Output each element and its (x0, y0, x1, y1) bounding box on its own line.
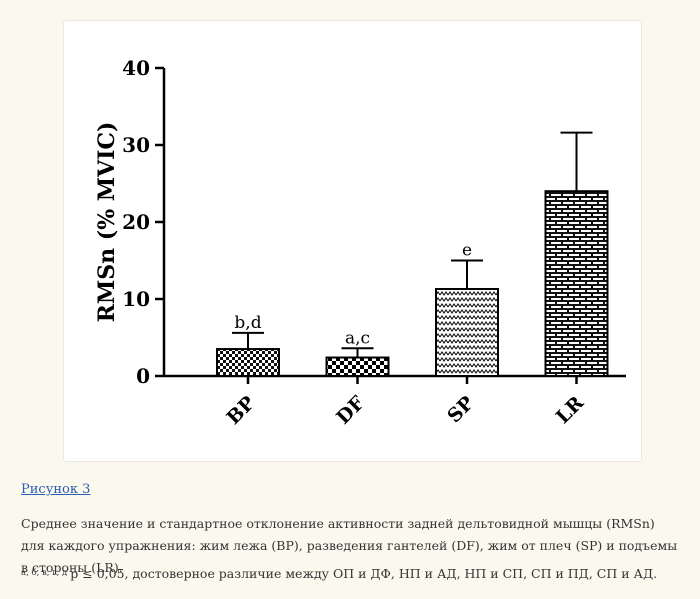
figure-link[interactable]: Рисунок 3 (21, 482, 91, 497)
annotation-bp: b,d (234, 313, 261, 333)
y-tick-label: 20 (122, 210, 150, 234)
bar-df (325, 356, 390, 377)
figure-card: 0 10 20 30 40 RMSn (% MVIC) BP b,d DF a,c SP e LR (63, 20, 642, 462)
y-tick-label: 0 (136, 364, 150, 388)
annotation-df: a,c (345, 328, 370, 348)
y-tick-label: 10 (122, 287, 150, 311)
figure-caption: Среднее значение и стандартное отклонени… (21, 516, 678, 575)
x-tick-label-bp: BP (223, 392, 260, 429)
x-tick-label-sp: SP (443, 392, 478, 427)
y-tick-label: 40 (122, 56, 150, 80)
bar-chart: 0 10 20 30 40 RMSn (% MVIC) BP b,d DF a,c SP e LR (94, 56, 626, 429)
footnote-text: p ≤ 0,05, достоверное различие между ОП … (70, 566, 658, 581)
bar-sp (435, 287, 499, 377)
bar-lr (544, 190, 609, 377)
x-tick-label-lr: LR (552, 392, 588, 428)
footnote-marks: а, б, в, г, д (21, 568, 68, 578)
bar-bp (216, 348, 280, 377)
x-tick-label-df: DF (332, 392, 369, 429)
y-tick-label: 30 (122, 133, 150, 157)
y-axis-label: RMSn (% MVIC) (94, 122, 120, 323)
annotation-sp: e (462, 241, 472, 261)
